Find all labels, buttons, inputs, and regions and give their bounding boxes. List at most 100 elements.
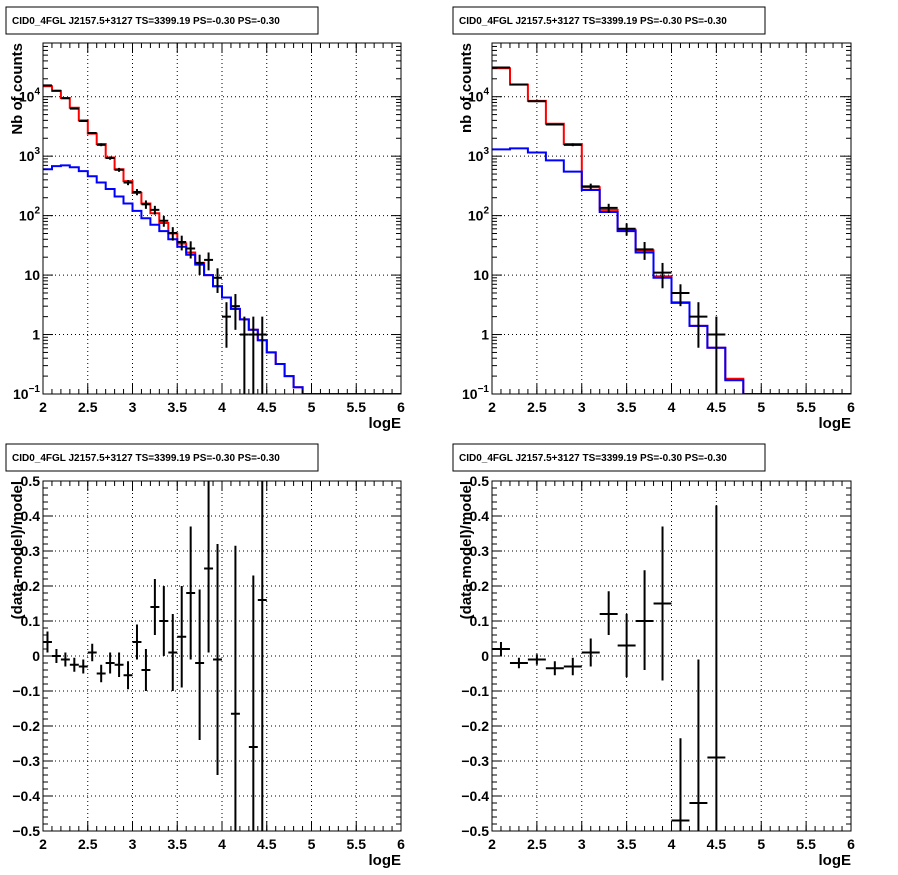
data-point (87, 643, 97, 662)
x-tick-label: 5 (308, 399, 316, 415)
x-tick-label: 5.5 (347, 836, 367, 852)
data-point (230, 545, 240, 831)
x-tick-label: 4 (668, 399, 676, 415)
data-point (168, 227, 178, 241)
x-axis-title: logE (819, 852, 852, 869)
grid (43, 43, 401, 394)
y-axis (43, 42, 401, 395)
y-axis (43, 480, 401, 832)
x-tick-label: 3 (578, 836, 586, 852)
y-tick-label: 10−1 (13, 384, 40, 402)
y-tick-label: 1 (32, 327, 40, 343)
data-point (186, 526, 196, 660)
x-tick-label: 2 (488, 836, 496, 852)
data-point (204, 252, 214, 271)
data-point (69, 657, 79, 672)
y-axis (492, 42, 851, 395)
x-axis-title: logE (369, 415, 402, 432)
data-point (617, 614, 636, 677)
data-point (213, 268, 222, 293)
data-point (248, 575, 258, 831)
x-tick-label: 2 (488, 399, 496, 415)
data-point (509, 83, 528, 86)
y-tick-label: 10 (24, 267, 40, 283)
y-tick-label: 0 (32, 648, 40, 664)
chart-panel-1: 2 2.5 3 3.5 4 4.5 5 5.5 6 10−1 1 10 102 103 104 logE Nb … (5, 6, 405, 432)
x-axis (491, 481, 852, 831)
data-point (159, 586, 169, 656)
x-axis (491, 43, 852, 394)
y-tick-label: −0.4 (12, 788, 40, 804)
x-tick-label: 4 (218, 836, 226, 852)
data-point (96, 143, 106, 147)
x-tick-label: 4.5 (257, 399, 277, 415)
data-point (671, 738, 690, 831)
x-tick-label: 6 (397, 836, 405, 852)
data-point (60, 652, 70, 667)
x-tick-label: 4.5 (257, 836, 277, 852)
x-tick-label: 2.5 (78, 836, 98, 852)
data-area (492, 66, 851, 394)
x-tick-label: 3.5 (168, 399, 188, 415)
chart-title: CID0_4FGL J2157.5+3127 TS=3399.19 PS=-0.… (459, 453, 727, 464)
data-point (168, 614, 178, 691)
data-point (123, 661, 133, 690)
chart-panel-4: 2 2.5 3 3.5 4 4.5 5 5.5 6 −0.5 −0.4 −0.3 −0.2 −0.1 0 0.… (452, 443, 855, 869)
data-point (96, 664, 106, 683)
data-point (671, 284, 690, 307)
data-point (581, 183, 600, 190)
data-point (527, 654, 546, 665)
x-tick-label: 2.5 (527, 836, 547, 852)
y-tick-label: 0.4 (21, 508, 41, 524)
grid (492, 481, 851, 831)
x-tick-label: 2.5 (527, 399, 547, 415)
y-tick-label: −0.5 (12, 823, 40, 839)
x-tick-label: 3.5 (617, 836, 637, 852)
data-point (563, 657, 582, 676)
y-tick-label: 104 (19, 87, 41, 105)
data-point (132, 624, 142, 660)
y-tick-label: 102 (19, 206, 41, 224)
data-point (51, 649, 61, 663)
data-point (132, 189, 142, 196)
x-axis (42, 481, 402, 831)
data-point (707, 505, 726, 831)
chart-title-box (5, 443, 319, 472)
x-tick-label: 5 (757, 399, 765, 415)
x-tick-label: 6 (847, 399, 855, 415)
data-point (51, 89, 61, 92)
y-axis-title: nb of counts (458, 43, 475, 133)
data-point (177, 586, 187, 688)
data-point (150, 579, 160, 635)
x-tick-label: 4.5 (707, 399, 727, 415)
data-point (78, 120, 88, 123)
data-point (213, 544, 222, 775)
chart-panel-3: 2 2.5 3 3.5 4 4.5 5 5.5 6 −0.5 −0.4 −0.3 −0.2 −0.1 0 0.… (5, 443, 405, 869)
y-tick-label: 0.3 (470, 543, 490, 559)
data-area (43, 481, 267, 831)
y-axis-title: (data-model)/model (9, 481, 26, 619)
grid (492, 43, 851, 394)
data-point (204, 481, 214, 653)
y-tick-label: 10 (473, 267, 489, 283)
data-point (186, 241, 196, 259)
data-point (105, 652, 115, 674)
x-tick-label: 5.5 (347, 399, 367, 415)
data-point (653, 526, 672, 681)
data-point (150, 205, 160, 215)
y-axis-title: (data-model)/model (458, 481, 475, 619)
y-tick-label: 0.1 (470, 613, 490, 629)
data-point (257, 481, 267, 831)
y-tick-label: −0.2 (12, 718, 40, 734)
data-point (509, 657, 528, 669)
grid (43, 481, 401, 831)
data-point (141, 649, 151, 691)
data-point (635, 570, 654, 670)
data-point (60, 97, 70, 100)
x-tick-label: 5.5 (796, 836, 816, 852)
chart-title-box (452, 443, 766, 472)
chart-title-box (5, 6, 319, 35)
y-tick-label: −0.1 (461, 683, 489, 699)
data-point (105, 156, 115, 160)
data-point (581, 638, 600, 667)
